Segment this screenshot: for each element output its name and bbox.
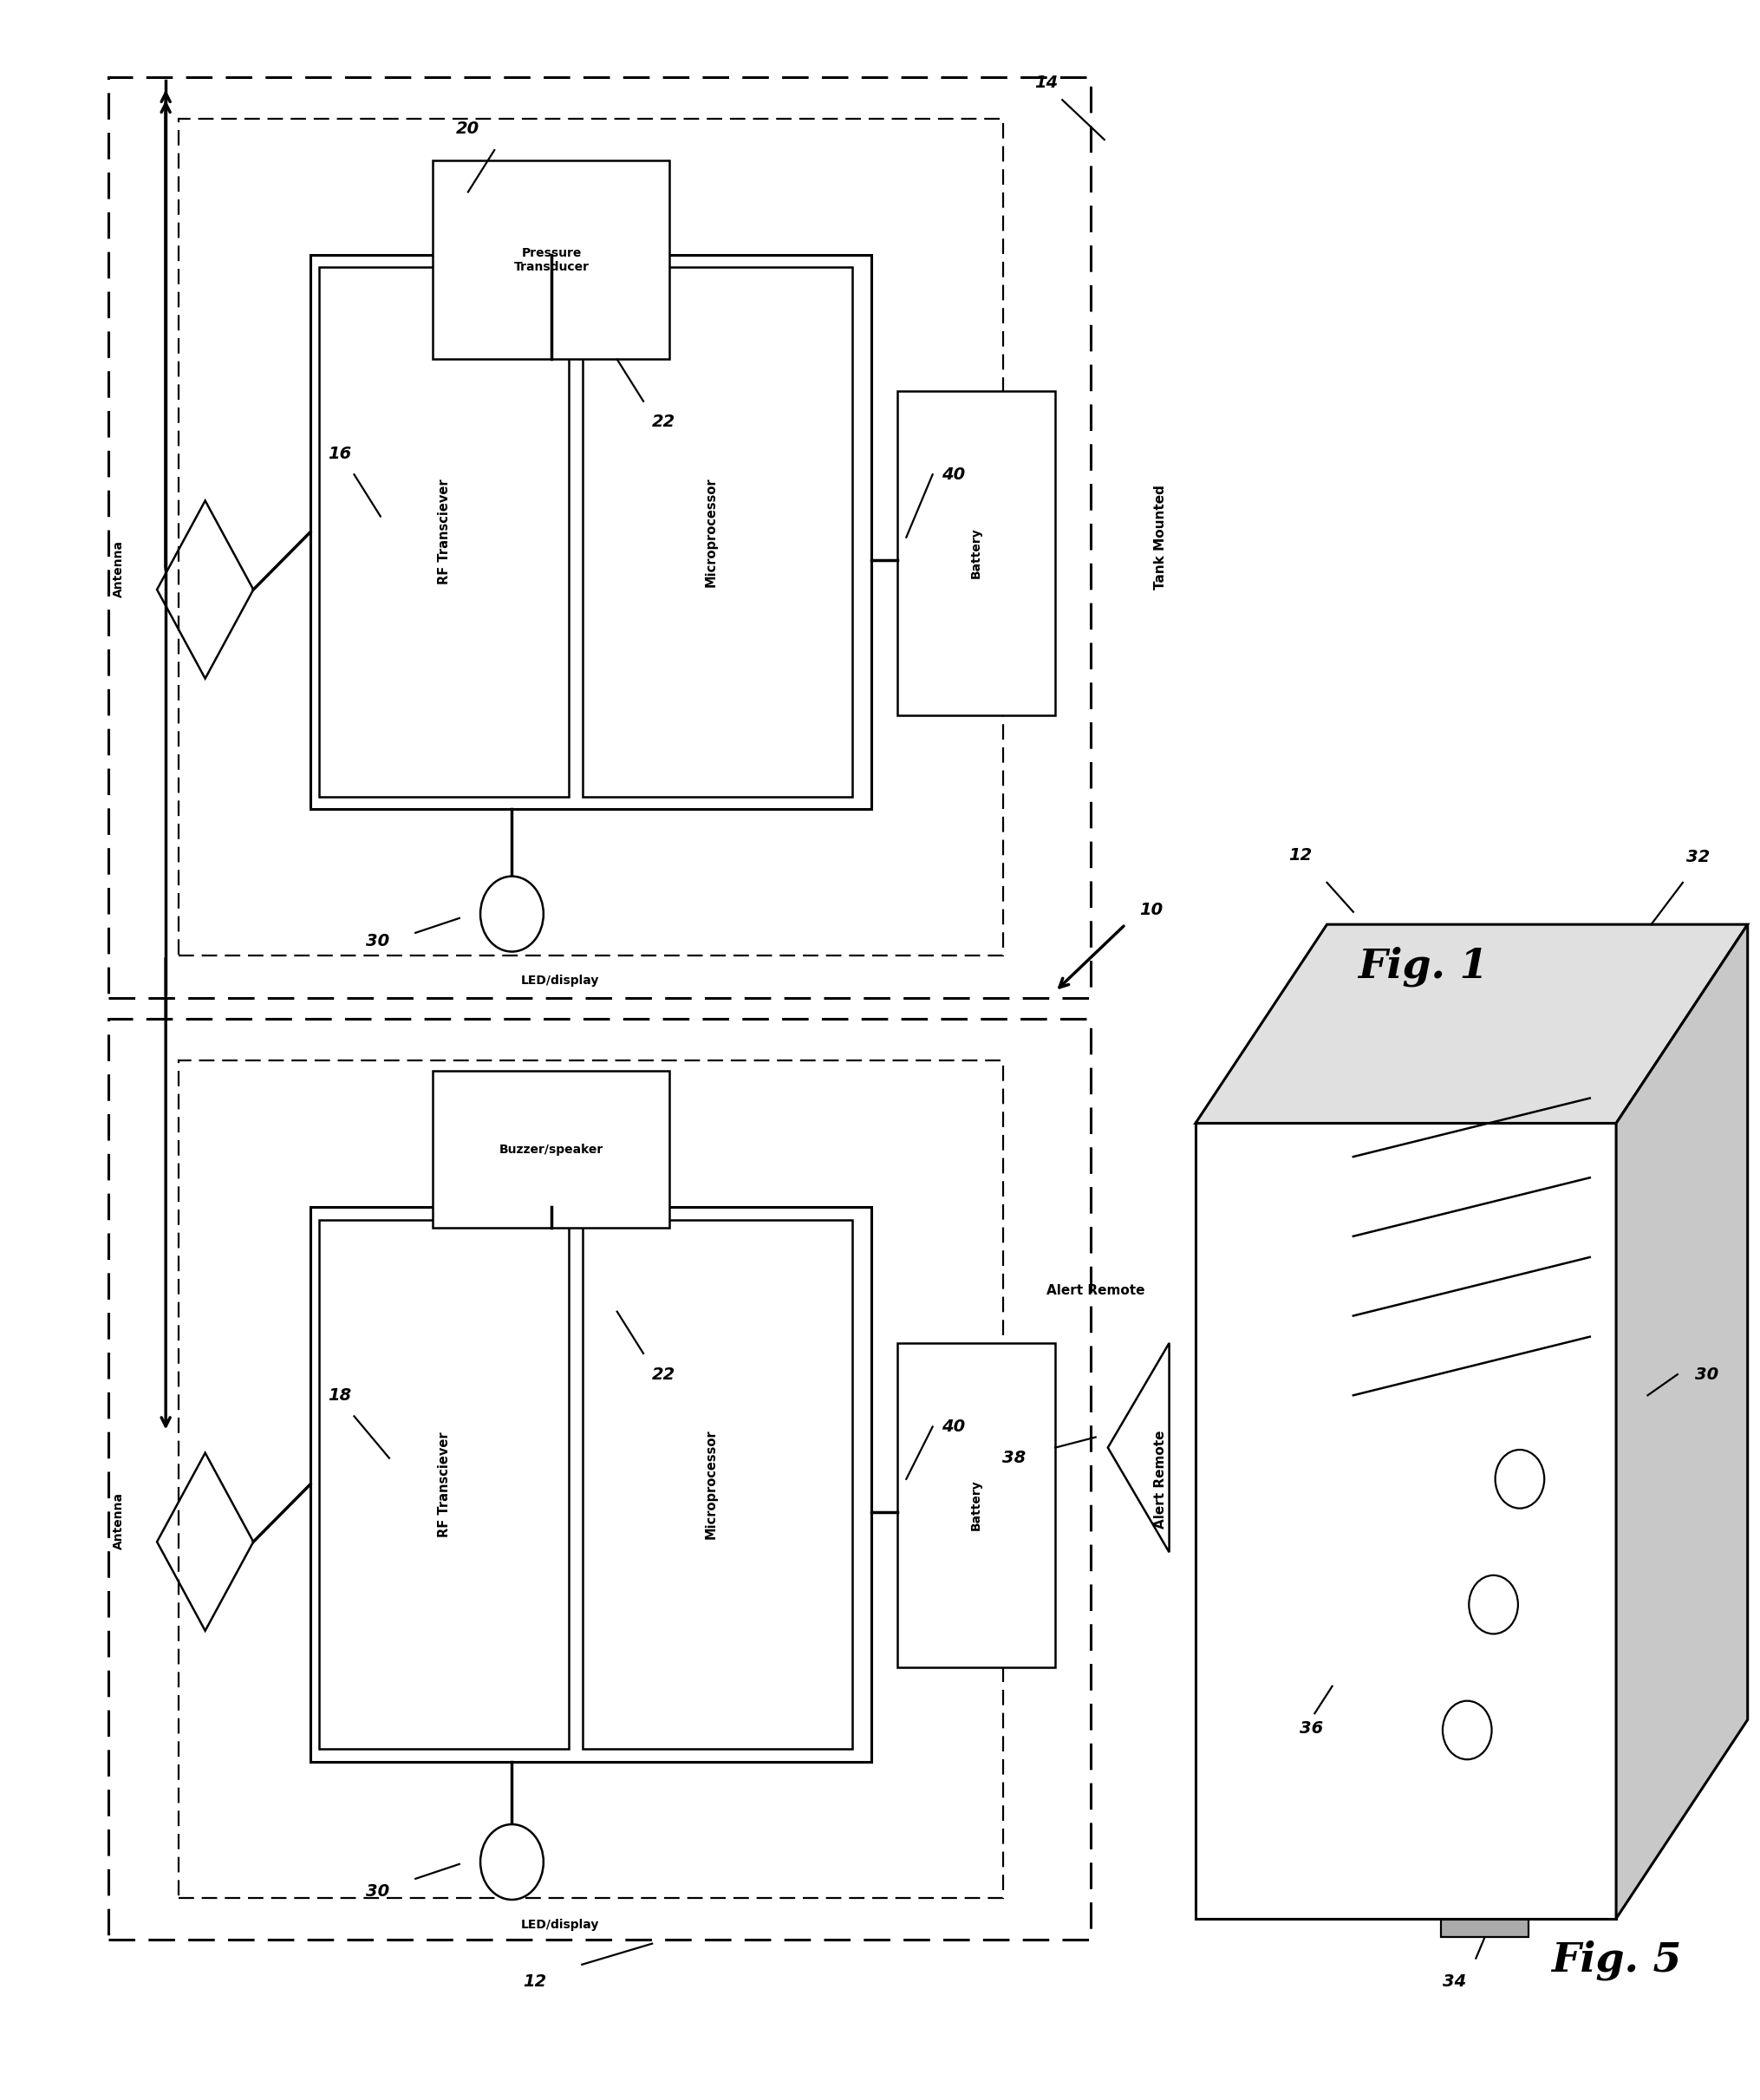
Text: Microprocessor: Microprocessor [704,1430,718,1539]
Text: 30: 30 [1695,1367,1720,1382]
Bar [1441,1875,1528,1938]
Text: 14: 14 [1035,76,1058,92]
Text: 20: 20 [456,122,480,136]
Circle shape [1443,1701,1492,1760]
Polygon shape [1195,924,1748,1124]
Text: 40: 40 [942,1418,964,1434]
Text: Battery: Battery [970,527,982,578]
Text: 34: 34 [1443,1974,1466,1989]
Circle shape [480,876,544,951]
Text: 40: 40 [942,466,964,483]
Text: Alert Remote: Alert Remote [1047,1285,1146,1298]
Bar [319,1220,568,1749]
Bar [433,160,669,359]
Text: Antenna: Antenna [113,1493,125,1550]
Text: 38: 38 [1001,1449,1026,1466]
Text: Microprocessor: Microprocessor [704,477,718,586]
Bar [1221,1384,1477,1709]
Bar [433,1071,669,1228]
Text: 32: 32 [1686,848,1711,865]
Text: 36: 36 [1299,1720,1324,1737]
Polygon shape [1616,924,1748,1919]
Text: Fig. 1: Fig. 1 [1359,947,1489,987]
Bar [109,78,1091,998]
Circle shape [480,1825,544,1900]
Text: 16: 16 [327,445,352,462]
Text: Buzzer/speaker: Buzzer/speaker [500,1142,604,1155]
Text: Alert Remote: Alert Remote [1155,1430,1167,1529]
Bar [310,254,871,808]
Bar [898,391,1056,716]
Circle shape [1470,1575,1519,1634]
Text: Tank Mounted: Tank Mounted [1155,485,1167,590]
Text: 30: 30 [366,1884,389,1901]
Text: 12: 12 [523,1974,547,1989]
Polygon shape [1195,1124,1616,1919]
Bar [180,120,1003,956]
Text: 18: 18 [327,1388,352,1403]
Text: LED/display: LED/display [521,974,598,987]
Text: 10: 10 [1139,901,1163,918]
Bar [319,267,568,796]
Bar [310,1208,871,1762]
Text: LED/display: LED/display [521,1919,598,1930]
Text: 22: 22 [653,1367,676,1382]
Text: Battery: Battery [970,1480,982,1531]
Text: RF Transciever: RF Transciever [438,479,451,584]
Text: Antenna: Antenna [113,540,125,596]
Bar [109,1019,1091,1940]
Bar [583,1220,852,1749]
Text: Pressure
Transducer: Pressure Transducer [514,248,590,273]
Text: 30: 30 [366,932,389,949]
Bar [583,267,852,796]
Text: 22: 22 [653,414,676,430]
Text: Fig. 5: Fig. 5 [1551,1940,1681,1980]
Text: 12: 12 [1288,846,1313,863]
Circle shape [1496,1449,1544,1508]
Bar [898,1344,1056,1667]
Text: RF Transciever: RF Transciever [438,1432,451,1537]
Bar [180,1060,1003,1898]
